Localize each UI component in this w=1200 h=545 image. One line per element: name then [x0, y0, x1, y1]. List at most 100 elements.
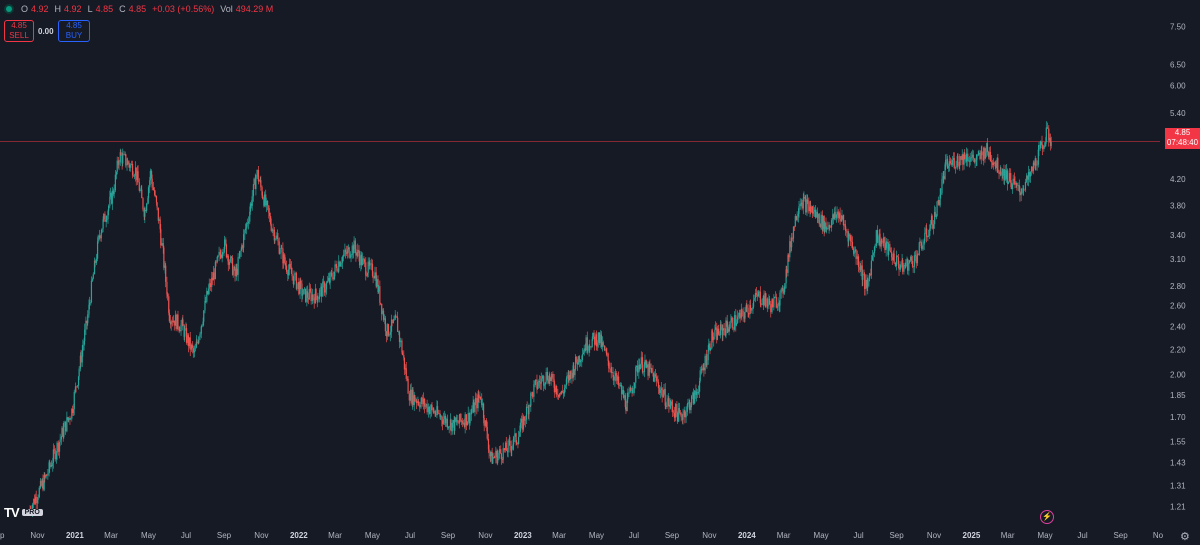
candle-body — [1048, 128, 1050, 141]
candle-body — [749, 305, 752, 311]
candle-body — [707, 349, 709, 361]
candle-body — [865, 279, 867, 289]
candle-body — [694, 390, 696, 404]
candle-body — [266, 200, 269, 206]
candle-body — [608, 360, 610, 369]
candle-body — [215, 262, 217, 263]
candle-body — [138, 182, 140, 191]
candle-body — [406, 378, 409, 380]
candle-body — [412, 389, 414, 406]
candle-body — [854, 249, 857, 251]
candle-body — [927, 235, 930, 237]
candle-body — [202, 321, 204, 325]
candle-body — [853, 248, 855, 254]
candle-body — [195, 341, 197, 348]
candle-body — [789, 241, 791, 258]
candle-body — [316, 295, 318, 302]
lightning-icon[interactable]: ⚡ — [1040, 510, 1054, 524]
candle-body — [735, 315, 737, 326]
candle-body — [654, 374, 657, 377]
candle-body — [436, 406, 439, 414]
candle-body — [496, 450, 498, 463]
candle-body — [327, 277, 329, 281]
tradingview-logo-icon[interactable]: TV PRO — [4, 505, 43, 520]
candle-body — [515, 433, 517, 443]
candle-body — [391, 319, 393, 324]
candle-body — [135, 167, 137, 180]
candle-body — [228, 261, 231, 265]
candle-body — [661, 388, 663, 398]
candle-body — [560, 391, 563, 394]
candle-body — [234, 266, 236, 277]
candle-body — [187, 335, 189, 343]
candle-body — [217, 255, 219, 257]
candle-body — [862, 274, 864, 280]
candle-body — [156, 202, 158, 208]
candle-body — [768, 298, 770, 303]
candle-body — [666, 401, 668, 407]
candle-body — [105, 220, 107, 222]
candle-body — [327, 280, 329, 283]
candle-body — [199, 333, 201, 337]
candle-body — [937, 200, 939, 202]
candle-body — [567, 375, 569, 378]
candle-body — [899, 267, 901, 270]
candle-body — [354, 240, 356, 250]
time-tick-label: Mar — [104, 531, 118, 540]
candle-body — [667, 398, 669, 402]
candle-body — [459, 414, 461, 423]
candle-body — [519, 422, 521, 432]
candle-body — [98, 235, 101, 237]
candle-body — [420, 401, 422, 408]
candle-body — [1003, 169, 1006, 181]
time-tick-label: Nov — [254, 531, 268, 540]
candle-body — [344, 249, 347, 252]
candle-body — [783, 289, 785, 294]
candle-body — [849, 234, 851, 237]
time-tick-label: Sep — [441, 531, 456, 540]
candle-body — [619, 385, 621, 386]
candle-body — [339, 263, 342, 267]
candle-body — [66, 417, 68, 432]
candle-body — [946, 158, 948, 160]
candle-body — [357, 249, 359, 253]
candle-body — [927, 236, 929, 238]
candle-body — [994, 162, 996, 164]
candle-body — [969, 160, 971, 162]
candle-body — [1032, 162, 1035, 172]
candle-body — [99, 235, 101, 239]
candle-body — [829, 224, 831, 227]
candle-body — [902, 260, 904, 272]
candle-body — [292, 276, 294, 285]
candle-body — [573, 365, 575, 376]
candle-body — [253, 178, 255, 185]
candle-body — [754, 293, 757, 299]
sell-button[interactable]: 4.85 SELL — [4, 20, 34, 42]
candle-body — [961, 154, 963, 160]
candle-body — [972, 154, 974, 159]
candle-body — [343, 254, 345, 257]
candle-body — [578, 356, 580, 365]
candle-body — [84, 329, 86, 341]
candle-body — [562, 392, 564, 394]
candle-body — [479, 396, 482, 399]
settings-gear-icon[interactable]: ⚙ — [1180, 531, 1190, 543]
candle-body — [257, 170, 259, 181]
candle-body — [754, 298, 756, 301]
time-tick-label: May — [589, 531, 604, 540]
candle-body — [984, 152, 987, 159]
candle-body — [868, 278, 870, 282]
candle-body — [967, 160, 969, 162]
candle-body — [578, 356, 580, 363]
candle-body — [848, 234, 850, 242]
candle-body — [621, 390, 623, 395]
candle-body — [991, 162, 993, 166]
candle-body — [1030, 166, 1033, 172]
candle-body — [942, 176, 944, 179]
candle-body — [908, 262, 910, 271]
candle-body — [462, 420, 464, 424]
buy-button[interactable]: 4.85 BUY — [58, 20, 90, 42]
candle-body — [419, 404, 421, 408]
candle-body — [889, 244, 891, 251]
